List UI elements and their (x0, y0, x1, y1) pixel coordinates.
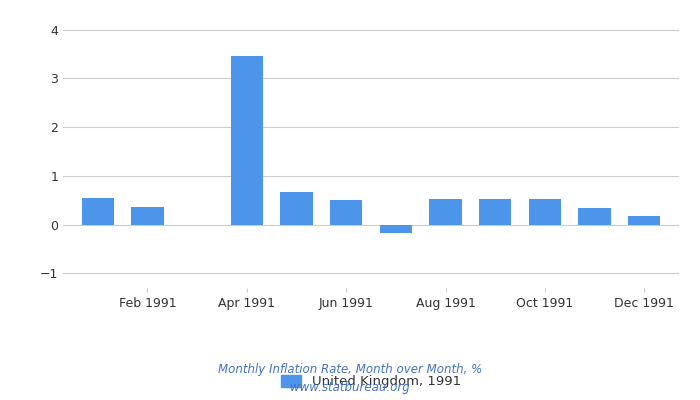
Bar (528, 199, 561, 225)
Legend: United Kingdom, 1991: United Kingdom, 1991 (276, 370, 466, 394)
Bar (231, 56, 263, 225)
Bar (628, 216, 660, 225)
Bar (82, 198, 114, 225)
Text: Monthly Inflation Rate, Month over Month, %: Monthly Inflation Rate, Month over Month… (218, 364, 482, 376)
Bar (578, 208, 610, 225)
Text: www.statbureau.org: www.statbureau.org (290, 381, 410, 394)
Bar (330, 200, 363, 225)
Bar (280, 192, 313, 225)
Bar (429, 199, 462, 225)
Bar (479, 199, 511, 225)
Bar (379, 225, 412, 233)
Bar (132, 207, 164, 225)
